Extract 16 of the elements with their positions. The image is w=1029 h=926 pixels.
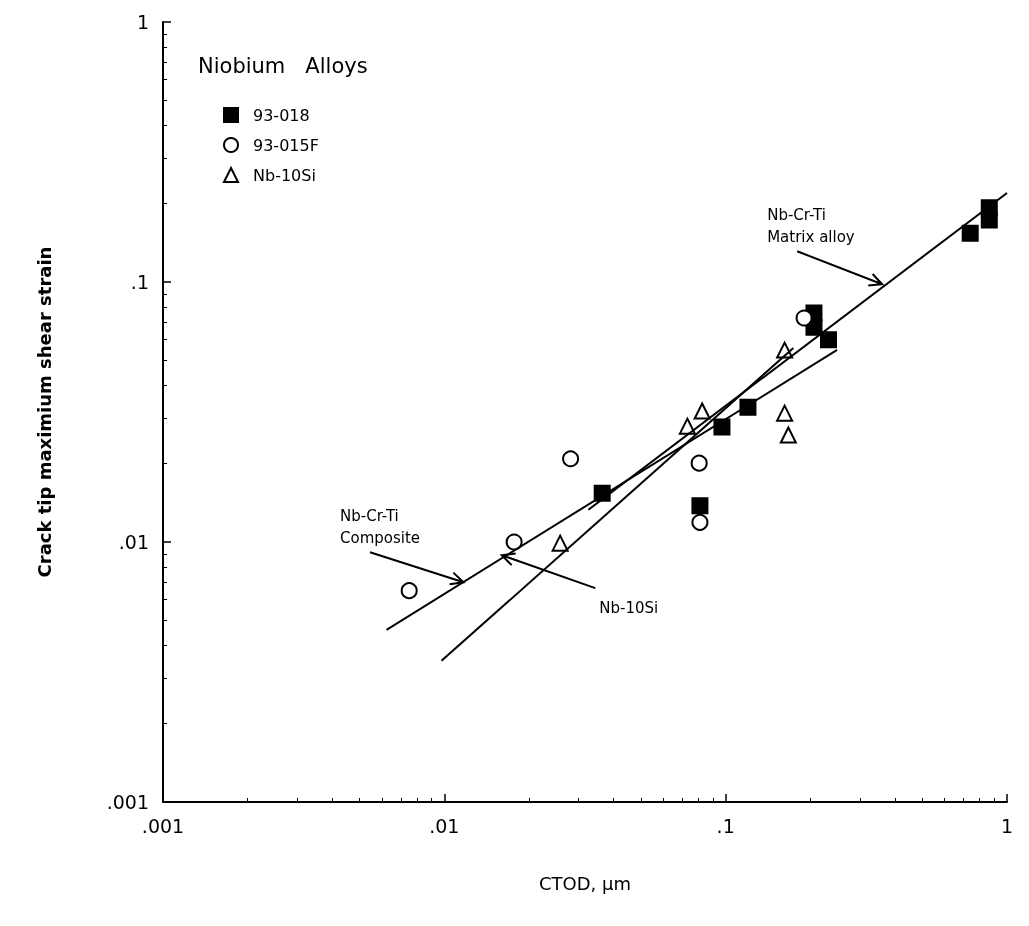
x-axis-title: CTOD, μm	[538, 872, 632, 894]
x-tick-label: .1	[716, 814, 735, 837]
y-tick-label: .01	[118, 531, 149, 553]
x-tick-label: 1	[1000, 814, 1014, 837]
x-tick-label: .01	[429, 814, 460, 837]
y-axis-title: Crack tip maximium shear strain	[33, 246, 55, 578]
annotation: Nb-10Si	[599, 599, 659, 618]
legend-label: Nb-10Si	[253, 165, 316, 185]
text: Niobium Alloys	[198, 53, 368, 78]
legend-label: 93-018	[253, 105, 310, 125]
y-tick-label: .001	[106, 791, 149, 813]
legend-label: 93-015F	[253, 135, 319, 155]
annotation: Nb-Cr-Ti Composite	[340, 507, 421, 548]
annotation: Nb-Cr-Ti Matrix alloy	[767, 206, 855, 247]
y-tick-label: 1	[136, 11, 149, 33]
y-tick-label: .1	[130, 271, 149, 293]
